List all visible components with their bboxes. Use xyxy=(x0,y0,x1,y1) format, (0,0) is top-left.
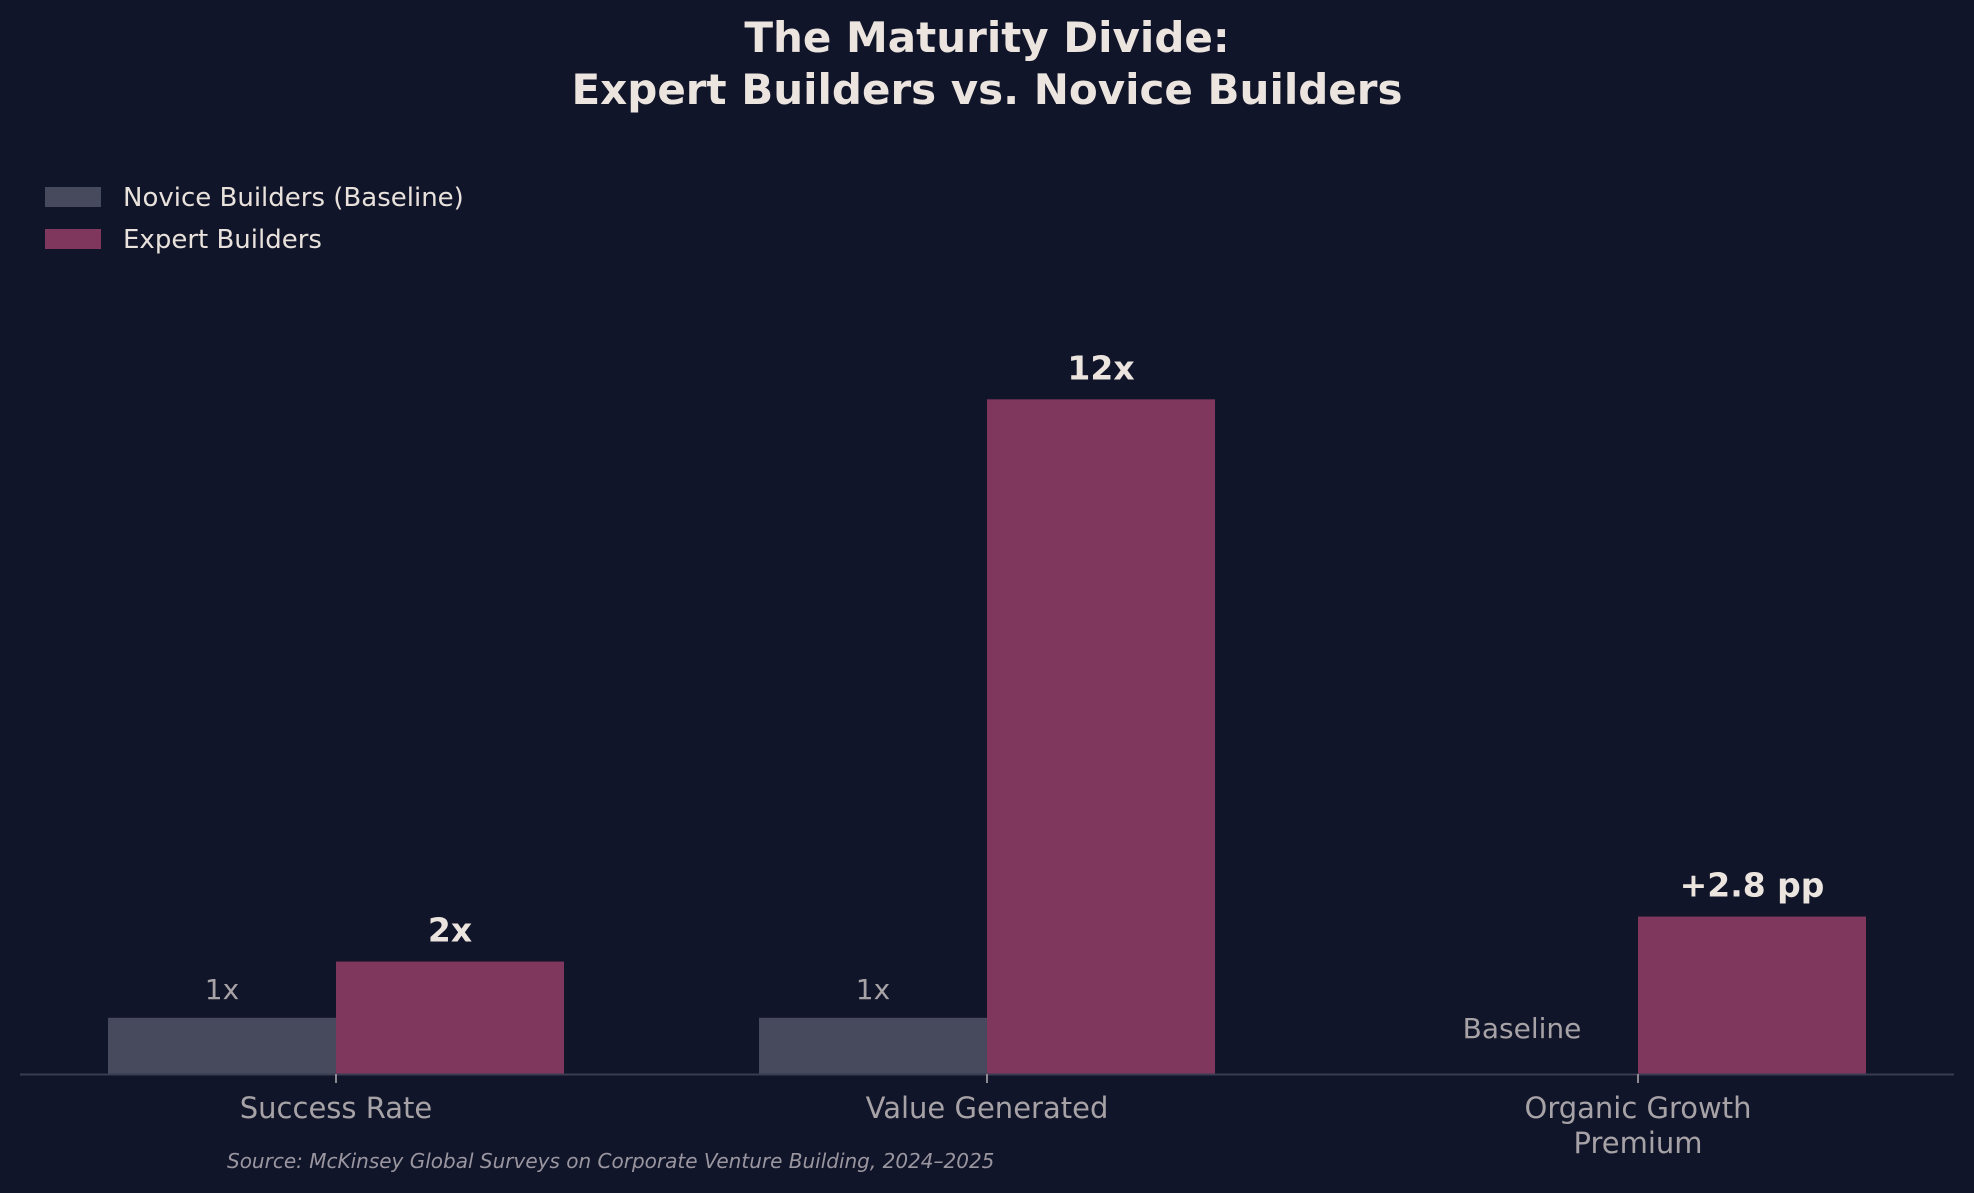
value-label-expert-2: +2.8 pp xyxy=(1680,866,1825,905)
bar-expert-2 xyxy=(1638,916,1866,1074)
legend-swatch-expert xyxy=(45,229,101,249)
value-label-novice-1: 1x xyxy=(856,973,890,1006)
value-label-expert-1: 12x xyxy=(1067,348,1134,387)
value-label-expert-0: 2x xyxy=(428,911,472,950)
bar-expert-0 xyxy=(336,961,564,1074)
chart-title-line-1: The Maturity Divide: xyxy=(744,13,1229,62)
value-label-novice-0: 1x xyxy=(205,973,239,1006)
x-tick-label-2-line-0: Organic Growth xyxy=(1525,1091,1752,1125)
value-labels-group: 1x 1x Baseline 2x 12x +2.8 pp xyxy=(205,348,1825,1045)
x-tick-label-2-line-1: Premium xyxy=(1573,1126,1702,1160)
chart-title-line-2: Expert Builders vs. Novice Builders xyxy=(571,65,1402,114)
x-tick-label-1: Value Generated xyxy=(866,1091,1109,1125)
x-axis: Success Rate Value Generated Organic Growt… xyxy=(20,1073,1954,1160)
bar-novice-0 xyxy=(108,1017,336,1074)
bars-group xyxy=(108,399,1866,1074)
legend-label-expert: Expert Builders xyxy=(123,225,322,255)
bar-expert-1 xyxy=(987,399,1215,1074)
bar-novice-1 xyxy=(759,1017,987,1074)
legend-label-novice: Novice Builders (Baseline) xyxy=(123,183,464,213)
legend-swatch-novice xyxy=(45,187,101,207)
x-tick-label-0: Success Rate xyxy=(240,1091,432,1125)
source-note: Source: McKinsey Global Surveys on Corpo… xyxy=(227,1149,994,1173)
legend: Novice Builders (Baseline) Expert Builde… xyxy=(45,183,464,255)
value-label-novice-2: Baseline xyxy=(1463,1012,1582,1045)
